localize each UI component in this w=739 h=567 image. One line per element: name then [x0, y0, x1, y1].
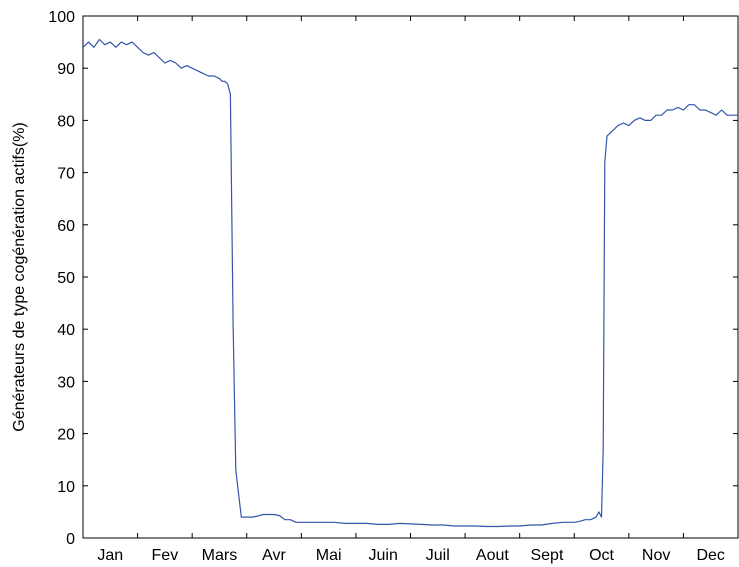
y-tick-label: 90 — [57, 61, 75, 78]
y-tick-label: 10 — [57, 479, 75, 496]
x-tick-label: Juil — [426, 547, 450, 564]
x-tick-label: Fev — [152, 547, 179, 564]
y-tick-label: 0 — [66, 531, 75, 548]
x-tick-label: Mai — [316, 547, 342, 564]
x-tick-label: Avr — [262, 547, 286, 564]
x-tick-label: Sept — [530, 547, 563, 564]
plot-area — [82, 15, 739, 539]
x-tick-label: Juin — [369, 547, 398, 564]
x-tick-label: Nov — [642, 547, 670, 564]
x-tick-label: Dec — [696, 547, 724, 564]
y-tick-label: 20 — [57, 427, 75, 444]
series-layer — [82, 38, 738, 528]
y-tick-label: 30 — [57, 374, 75, 391]
y-axis-title: Générateurs de type cogénération actifs(… — [11, 122, 28, 432]
x-tick-label: Oct — [589, 547, 614, 564]
y-tick-label: 80 — [57, 113, 75, 130]
x-axis-ticks: Jan Fev Mars Avr Mai Juin Juil Aout Sept Oct Nov De… — [97, 16, 725, 564]
x-tick-label: Mars — [202, 547, 238, 564]
y-tick-label: 50 — [57, 270, 75, 287]
y-axis-ticks: 0 10 20 30 40 50 60 70 80 90 100 — [48, 9, 738, 548]
y-tick-label: 40 — [57, 322, 75, 339]
y-tick-label: 100 — [48, 9, 75, 26]
y-tick-label: 70 — [57, 166, 75, 183]
y-tick-label: 60 — [57, 218, 75, 235]
series-line — [82, 38, 738, 528]
x-tick-label: Aout — [476, 547, 509, 564]
x-tick-label: Jan — [97, 547, 123, 564]
